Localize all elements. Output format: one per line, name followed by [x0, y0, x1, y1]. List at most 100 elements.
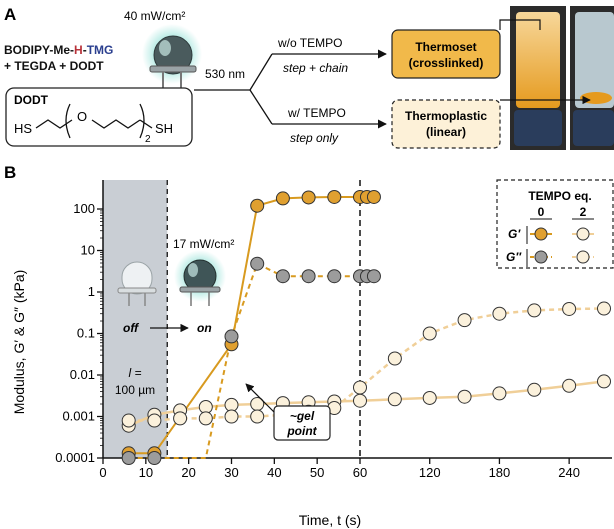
series-2-point	[527, 382, 542, 397]
series-2-point	[224, 397, 239, 412]
series-0-point	[301, 190, 316, 205]
series-3-point	[147, 413, 162, 428]
reagent-0-part-0: BODIPY-Me-	[4, 43, 74, 57]
legend-row-gdouble: G″	[506, 250, 522, 264]
legend-title: TEMPO eq.	[528, 189, 591, 203]
y-tick-label: 0.01	[70, 367, 95, 382]
series-2-point	[492, 386, 507, 401]
legend-col-2: 2	[580, 205, 587, 219]
branch-bottom-condition: w/ TEMPO	[287, 106, 346, 120]
led-power-a: 40 mW/cm²	[124, 9, 185, 23]
thickness-line-1: l =	[128, 366, 141, 380]
legend-marker-gprime-2	[576, 227, 590, 241]
series-0-point	[250, 198, 265, 213]
x-tick-label: 10	[139, 465, 153, 480]
wavelength-label: 530 nm	[205, 67, 245, 81]
led-on-icon	[174, 250, 226, 306]
series-3-point	[457, 313, 472, 328]
branch-bottom-mode: step only	[290, 131, 339, 145]
dodt-structure: HS O 2 SH	[14, 103, 173, 145]
series-0-point	[327, 189, 342, 204]
series-1-point	[121, 451, 136, 465]
thermoplastic-title: Thermoplastic	[405, 109, 487, 123]
panel-a: A 40 mW/cm² BODIPY-Me-H-TMG + TEGDA + DO…	[4, 5, 614, 150]
series-3-point	[198, 411, 213, 426]
series-3-point	[250, 409, 265, 424]
led-lit-icon	[142, 24, 202, 90]
series-3-point	[353, 380, 367, 395]
gel-point-line-2: point	[286, 424, 317, 438]
series-3-point	[224, 409, 239, 424]
vial-photo-crosslinked	[510, 6, 566, 150]
x-tick-label: 180	[489, 465, 511, 480]
series-3-point	[597, 301, 611, 316]
x-tick-label: 120	[419, 465, 441, 480]
series-1-point	[224, 329, 239, 344]
dodt-hs: HS	[14, 121, 32, 136]
dodt-name: DODT	[14, 93, 49, 107]
led-off-icon	[117, 261, 157, 306]
legend-marker-gprime-0	[534, 227, 548, 241]
x-tick-label: 60	[353, 465, 367, 480]
y-tick-label: 10	[81, 243, 95, 258]
series-3-point	[121, 413, 136, 428]
thermoset-title: Thermoset	[415, 40, 476, 54]
y-tick-label: 0.1	[77, 326, 95, 341]
branch-top-mode: step + chain	[283, 61, 348, 75]
x-tick-label: 50	[310, 465, 324, 480]
reagent-0-part-3: TMG	[87, 43, 114, 57]
legend-marker-gdouble-0	[534, 250, 548, 264]
panel-b-label: B	[4, 163, 16, 182]
reagent-1-part-0: + TEGDA + DODT	[4, 59, 104, 73]
series-line-1	[128, 262, 374, 459]
legend-row-gprime: G′	[508, 227, 521, 241]
legend: TEMPO eq. 0 2 G′ G″	[496, 179, 614, 269]
x-tick-label: 40	[267, 465, 281, 480]
led-off-label: off	[123, 321, 139, 335]
series-1-point	[147, 451, 162, 465]
series-2-point	[387, 392, 402, 407]
series-3-point	[492, 306, 507, 321]
dodt-subscript: 2	[145, 134, 151, 145]
vial-photo-linear	[570, 6, 614, 150]
dodt-structure-box	[5, 87, 193, 147]
dodt-o: O	[77, 109, 87, 124]
gel-point-box	[273, 405, 331, 441]
x-tick-label: 240	[558, 465, 580, 480]
x-tick-label: 0	[99, 465, 106, 480]
series-2-point	[457, 389, 472, 404]
x-tick-label: 20	[181, 465, 195, 480]
thermoplastic-box	[391, 99, 501, 149]
series-1-point	[366, 269, 381, 284]
dodt-sh: SH	[155, 121, 173, 136]
series-2-point	[597, 374, 611, 389]
series-3-point	[422, 326, 437, 341]
y-tick-label: 0.0001	[55, 450, 95, 465]
series-3-point	[387, 351, 402, 366]
thermoset-box	[391, 29, 501, 79]
reagent-0-part-1: H	[74, 43, 83, 57]
thickness-line-2: 100 µm	[115, 383, 155, 397]
thermoplastic-subtitle: (linear)	[426, 125, 466, 139]
series-2-point	[422, 390, 437, 405]
led-power-b: 17 mW/cm²	[173, 237, 234, 251]
series-3-point	[527, 303, 542, 318]
series-1-point	[250, 256, 265, 271]
gel-point-line-1: ~gel	[290, 409, 315, 423]
series-0-point	[275, 191, 290, 206]
reagent-line-1: BODIPY-Me-H-TMG	[4, 43, 113, 57]
x-tick-label: 30	[224, 465, 238, 480]
series-1-point	[301, 269, 316, 284]
panel-a-label: A	[4, 5, 16, 24]
y-axis-title: Modulus, G′ & G″ (kPa)	[11, 270, 27, 415]
legend-marker-gdouble-2	[576, 250, 590, 264]
thermoset-subtitle: (crosslinked)	[409, 56, 484, 70]
reagent-line-2: + TEGDA + DODT	[4, 59, 104, 73]
y-tick-label: 100	[73, 201, 95, 216]
series-2-point	[562, 378, 577, 393]
y-tick-label: 0.001	[62, 409, 95, 424]
series-3-point	[173, 411, 188, 426]
